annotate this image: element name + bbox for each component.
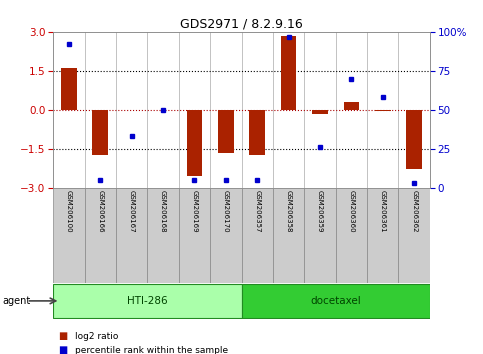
Text: percentile rank within the sample: percentile rank within the sample — [75, 346, 228, 354]
Bar — [273, 188, 304, 283]
Bar — [53, 284, 242, 318]
Bar — [312, 110, 328, 114]
Bar — [116, 188, 147, 283]
Text: log2 ratio: log2 ratio — [75, 332, 118, 341]
Text: GSM206361: GSM206361 — [380, 190, 386, 233]
Bar — [406, 110, 422, 170]
Bar — [242, 284, 430, 318]
Text: GSM206362: GSM206362 — [411, 190, 417, 233]
Bar — [343, 102, 359, 110]
Text: GSM206170: GSM206170 — [223, 190, 229, 233]
Bar — [304, 188, 336, 283]
Text: HTI-286: HTI-286 — [127, 296, 168, 306]
Text: ■: ■ — [58, 346, 67, 354]
Text: ■: ■ — [58, 331, 67, 341]
Text: docetaxel: docetaxel — [310, 296, 361, 306]
Bar — [398, 188, 430, 283]
Text: GSM206360: GSM206360 — [348, 190, 355, 233]
Bar — [242, 188, 273, 283]
Bar — [179, 188, 210, 283]
Bar — [186, 110, 202, 176]
Bar — [92, 110, 108, 155]
Bar — [367, 188, 398, 283]
Text: GSM206168: GSM206168 — [160, 190, 166, 233]
Text: GSM206357: GSM206357 — [254, 190, 260, 233]
Bar — [218, 110, 234, 153]
Text: GSM206167: GSM206167 — [128, 190, 135, 233]
Bar — [85, 188, 116, 283]
Text: GSM206359: GSM206359 — [317, 190, 323, 233]
Text: GSM206166: GSM206166 — [97, 190, 103, 233]
Bar — [281, 36, 297, 110]
Bar — [147, 188, 179, 283]
Text: GSM206358: GSM206358 — [285, 190, 292, 233]
Bar — [249, 110, 265, 155]
Bar — [53, 188, 85, 283]
Bar — [61, 68, 77, 110]
Bar — [336, 188, 367, 283]
Text: GDS2971 / 8.2.9.16: GDS2971 / 8.2.9.16 — [180, 17, 303, 30]
Bar — [210, 188, 242, 283]
Text: GSM206169: GSM206169 — [191, 190, 198, 233]
Bar — [375, 110, 391, 111]
Text: GSM206100: GSM206100 — [66, 190, 72, 233]
Text: agent: agent — [2, 296, 30, 306]
